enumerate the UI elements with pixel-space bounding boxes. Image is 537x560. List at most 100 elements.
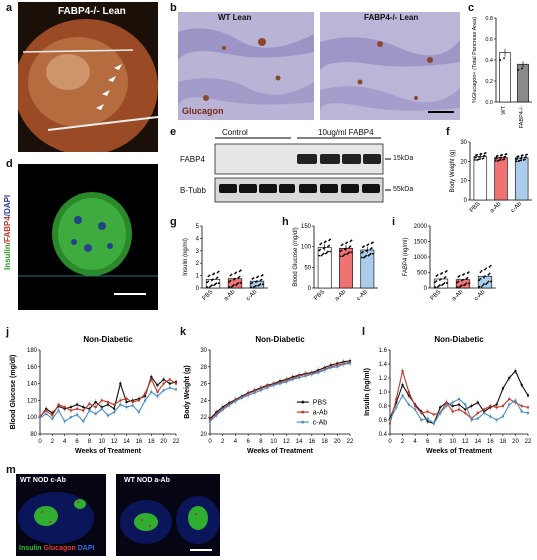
series-point-c-ab — [240, 396, 244, 400]
series-point-c-ab — [501, 415, 505, 418]
data-point — [438, 279, 441, 281]
chart-f: 0 10 20 30 PBS a-Ab c-Ab Body Weight (g) — [450, 140, 532, 214]
y-tick-label: 20 — [460, 159, 467, 165]
chart-title: Non-Diabetic — [255, 335, 305, 344]
x-tick-label: 8 — [88, 439, 92, 445]
data-point — [499, 156, 501, 159]
series-point-c-ab — [476, 417, 480, 420]
data-point — [365, 250, 368, 252]
data-point — [257, 284, 260, 287]
series-point-a-ab — [420, 411, 423, 415]
data-point — [475, 154, 477, 157]
data-point — [445, 282, 448, 284]
series-point-a-ab — [445, 401, 448, 404]
y-tick-label: 0 — [424, 286, 428, 292]
data-point — [463, 284, 466, 287]
x-axis-label: Weeks of Treatment — [426, 448, 493, 455]
series-point-a-ab — [137, 399, 141, 402]
chart-c: 0.0 0.2 0.4 0.6 0.8 WT FABP4-/- %Glucagon+ (Tot… — [472, 16, 532, 128]
data-point — [456, 286, 459, 289]
x-tick-label: 6 — [247, 439, 251, 445]
data-point — [482, 276, 485, 279]
series-point-c-ab — [208, 420, 212, 423]
y-axis-label: %Glucagon+ (Total Pancreas Area) — [472, 17, 478, 103]
data-point — [519, 157, 522, 160]
x-tick-label: 22 — [525, 439, 532, 445]
series-point-c-ab — [323, 368, 326, 372]
panel-letter-l: l — [362, 326, 366, 338]
bar-pbs — [317, 247, 332, 289]
data-point — [238, 275, 241, 278]
data-point — [228, 280, 231, 283]
x-tick-label: 2 — [221, 439, 225, 445]
series-point-c-ab — [150, 390, 153, 394]
data-point — [256, 276, 258, 279]
panel-d-image — [18, 164, 158, 310]
series-point-c-ab — [162, 389, 165, 392]
data-point — [443, 277, 446, 279]
bar-c-ab — [514, 157, 529, 201]
series-line-pbs — [209, 360, 351, 420]
y-tick-label: 4 — [196, 236, 200, 242]
data-point — [485, 267, 488, 270]
legend-label: a-Ab — [313, 410, 328, 417]
series-point-c-ab — [464, 403, 467, 406]
data-point — [322, 247, 325, 250]
series-point-pbs — [464, 408, 467, 411]
y-axis-label: Body Weight (g) — [184, 365, 191, 419]
data-point — [234, 272, 236, 275]
data-point — [254, 281, 257, 283]
x-tick-label: a-Ab — [223, 289, 237, 303]
x-tick-label: 0 — [38, 439, 42, 445]
x-tick-label: 20 — [160, 439, 167, 445]
x-tick-label: WT — [501, 105, 507, 114]
bar-c-ab — [477, 275, 493, 289]
series-point-c-ab — [388, 418, 392, 422]
chart-g: 0 1 2 3 4 5 PBS a-Ab c-Ab Insulin (ng/ml) — [183, 224, 268, 303]
series-point-pbs — [526, 394, 530, 397]
data-point — [523, 156, 526, 159]
panel-a-image — [18, 2, 158, 152]
series-point-a-ab — [432, 413, 436, 416]
x-tick-label: 10 — [98, 439, 105, 445]
panel-letter-k: k — [180, 326, 187, 338]
data-point — [366, 244, 369, 247]
y-tick-label: 3 — [196, 249, 200, 255]
panel-m-image-right — [116, 474, 220, 556]
blot-row-btubb: B-Tubb — [180, 186, 206, 195]
data-point — [489, 280, 492, 283]
data-point — [483, 152, 486, 155]
data-point — [436, 286, 439, 289]
chart-h: 0 50 100 150 PBS a-Ab c-Ab Blood Glucose (mg/dl… — [293, 224, 378, 303]
y-axis-label: FABP4 (ng/ml) — [403, 237, 409, 276]
y-tick-label: 180 — [27, 348, 38, 354]
data-point — [210, 279, 213, 282]
x-tick-label: 12 — [283, 439, 290, 445]
series-point-c-ab — [168, 386, 172, 389]
data-point — [482, 283, 485, 286]
data-point — [494, 157, 497, 160]
series-point-c-ab — [94, 412, 97, 416]
data-point — [350, 251, 353, 254]
blot-treatment-label: 10ug/ml FABP4 — [318, 128, 374, 137]
data-point — [327, 245, 329, 248]
series-point-c-ab — [401, 394, 404, 397]
y-tick-label: 500 — [417, 271, 428, 277]
x-tick-label: 10 — [270, 439, 277, 445]
panel-letter-m: m — [6, 464, 16, 476]
y-tick-label: 1000 — [414, 255, 428, 261]
data-point — [434, 286, 437, 289]
y-tick-label: 2000 — [414, 224, 428, 230]
blot-row-fabp4: FABP4 — [180, 155, 205, 164]
x-tick-label: a-Ab — [334, 289, 348, 303]
data-point — [478, 156, 481, 158]
series-point-c-ab — [174, 388, 178, 391]
y-tick-label: 1500 — [414, 240, 428, 246]
series-point-c-ab — [310, 373, 314, 376]
x-tick-label: 18 — [148, 439, 155, 445]
series-point-c-ab — [285, 380, 288, 384]
series-point-pbs — [125, 400, 128, 404]
y-tick-label: 0 — [196, 286, 200, 292]
data-point — [441, 284, 444, 286]
data-point — [367, 254, 370, 257]
